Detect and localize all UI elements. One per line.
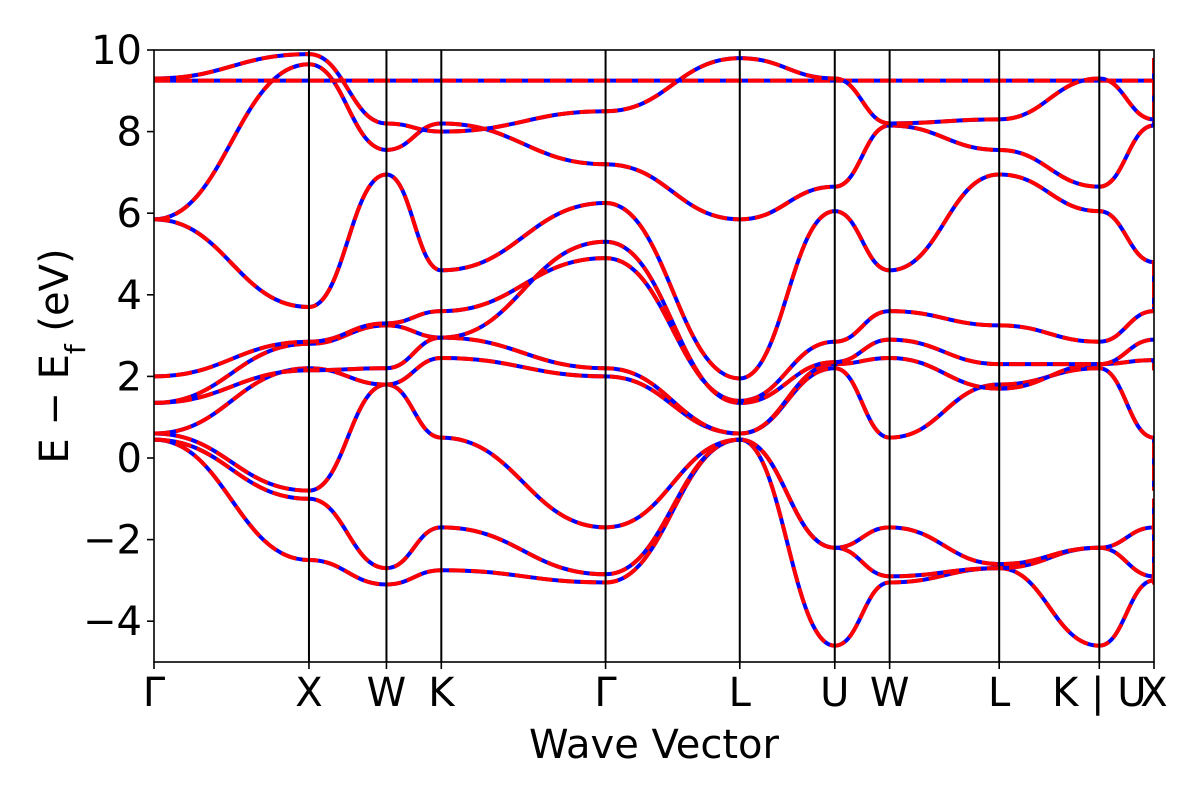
y-tick-label: −2 bbox=[83, 518, 142, 564]
band-1-dashed-line bbox=[154, 437, 1154, 648]
y-tick-label: 6 bbox=[117, 191, 142, 237]
band-4-solid-line bbox=[154, 356, 1154, 491]
band-11-dashed-line bbox=[154, 52, 1154, 134]
band-7-solid-line bbox=[154, 256, 1154, 403]
axes bbox=[153, 49, 1155, 663]
y-tick-label: −4 bbox=[83, 599, 142, 645]
band-2-solid-line bbox=[154, 437, 1154, 579]
x-tick-label: Γ bbox=[143, 670, 166, 716]
x-tick-label: W bbox=[870, 670, 910, 716]
bands-layer bbox=[154, 52, 1154, 648]
x-tick-label: K bbox=[428, 670, 456, 716]
x-tick-label: W bbox=[367, 670, 407, 716]
y-tick-label: 8 bbox=[117, 110, 142, 156]
x-tick-label: L bbox=[729, 670, 752, 716]
y-tick-label: 10 bbox=[91, 28, 142, 74]
band-8-dashed-line bbox=[154, 172, 1154, 381]
x-tick-label: K | U bbox=[1052, 670, 1146, 716]
x-tick-label: L bbox=[988, 670, 1011, 716]
y-tick-label: 4 bbox=[117, 273, 142, 319]
plot-frame bbox=[153, 49, 1155, 663]
y-tick-labels: −4 −2 0 2 4 6 8 10 bbox=[83, 28, 154, 645]
band-6-solid-line bbox=[154, 239, 1154, 405]
band-2-dashed-line bbox=[154, 437, 1154, 579]
kpoint-lines bbox=[307, 50, 1101, 662]
x-axis-label: Wave Vector bbox=[529, 722, 780, 768]
band-6-dashed-line bbox=[154, 239, 1154, 405]
x-tick-label: X bbox=[295, 670, 322, 716]
x-tick-label: U bbox=[820, 670, 849, 716]
y-tick-label: 0 bbox=[117, 436, 142, 482]
band-3-dashed-line bbox=[154, 382, 1154, 567]
y-tick-label: 2 bbox=[117, 354, 142, 400]
band-7-dashed-line bbox=[154, 256, 1154, 403]
band-8-solid-line bbox=[154, 172, 1154, 381]
band-9-dashed-line bbox=[154, 62, 1154, 222]
x-tick-label: Γ bbox=[594, 670, 617, 716]
band-9-solid-line bbox=[154, 62, 1154, 222]
y-axis-label: E − Ef (eV) bbox=[32, 248, 92, 463]
x-tick-label: X bbox=[1140, 670, 1167, 716]
band-4-dashed-line bbox=[154, 356, 1154, 491]
